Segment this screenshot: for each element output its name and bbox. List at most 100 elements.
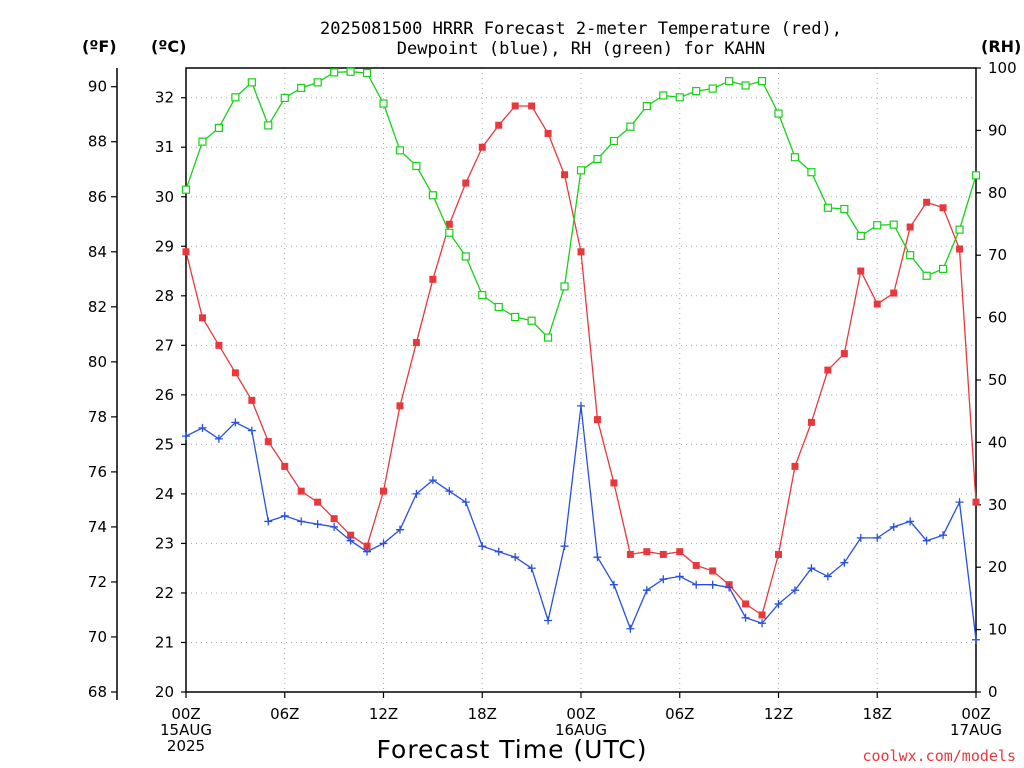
- series-temperature: [182, 102, 980, 619]
- dewpoint-point: [873, 533, 882, 542]
- rh-point: [346, 67, 355, 76]
- dewpoint-point: [198, 423, 207, 432]
- rh-point: [955, 225, 964, 234]
- fahrenheit-tick-label: 80: [88, 353, 107, 371]
- dewpoint-point: [544, 616, 553, 625]
- celsius-tick-label: 21: [155, 633, 174, 651]
- rh-tick-label: 30: [988, 496, 1007, 514]
- rh-tick-label: 100: [988, 59, 1017, 77]
- rh-tick-label: 10: [988, 621, 1007, 639]
- temperature-point: [248, 396, 256, 404]
- dewpoint-line: [185, 405, 977, 640]
- dewpoint-point: [708, 580, 717, 589]
- celsius-tick-label: 31: [155, 138, 174, 156]
- temperature-point: [511, 102, 519, 110]
- rh-point: [198, 137, 207, 146]
- temperature-point: [396, 402, 404, 410]
- dewpoint-point: [478, 542, 487, 551]
- x-tick-label: 12Z: [369, 705, 398, 723]
- temperature-point: [610, 479, 618, 487]
- rh-point: [313, 78, 322, 87]
- dewpoint-point: [642, 586, 651, 595]
- rh-point: [362, 68, 372, 78]
- temperature-point: [528, 102, 536, 110]
- dewpoint-point: [790, 586, 799, 595]
- temperature-point: [807, 418, 815, 426]
- celsius-tick-label: 22: [155, 584, 174, 602]
- temperature-point: [445, 220, 453, 228]
- celsius-tick-label: 26: [155, 386, 174, 404]
- fahrenheit-tick-label: 86: [88, 188, 107, 206]
- celsius-tick-label: 24: [155, 485, 174, 503]
- temperature-point: [775, 550, 782, 558]
- rh-point: [873, 221, 882, 230]
- rh-tick-label: 50: [988, 371, 1007, 389]
- rh-point: [214, 123, 224, 133]
- x-tick-label: 18Z: [468, 705, 497, 723]
- dewpoint-point: [609, 580, 618, 589]
- temperature-point: [643, 548, 651, 556]
- temperature-point: [281, 462, 289, 470]
- temperature-point: [462, 179, 470, 187]
- fahrenheit-tick-label: 82: [88, 298, 107, 316]
- dewpoint-point: [346, 536, 355, 545]
- x-tick-label: 17AUG: [950, 721, 1002, 739]
- temperature-point: [709, 567, 717, 575]
- x-tick-label: 12Z: [764, 705, 793, 723]
- celsius-tick-label: 25: [155, 435, 174, 453]
- axes: 68 70 72 74 76 78 80 82 84 86 88 90 20 21 22 23 24 25 26 27…: [88, 59, 1017, 755]
- dewpoint-point: [774, 599, 783, 608]
- x-tick-label: 06Z: [270, 705, 299, 723]
- dewpoint-point: [494, 547, 503, 556]
- temperature-point: [890, 289, 898, 297]
- dewpoint-point: [313, 520, 322, 529]
- dewpoint-point: [675, 572, 684, 581]
- temperature-point: [380, 487, 387, 495]
- celsius-tick-label: 29: [155, 237, 174, 255]
- fahrenheit-tick-label: 74: [88, 518, 107, 536]
- dewpoint-point: [395, 525, 404, 534]
- temperature-point: [297, 487, 305, 495]
- rh-point: [626, 122, 635, 131]
- rh-point: [675, 93, 684, 102]
- temperature-point: [857, 267, 865, 275]
- dewpoint-point: [461, 498, 470, 507]
- dewpoint-point: [840, 558, 849, 567]
- dewpoint-point: [939, 531, 948, 540]
- temperature-point: [593, 416, 601, 424]
- rh-point: [790, 153, 800, 162]
- rh-point: [445, 228, 454, 237]
- temperature-point: [873, 300, 881, 308]
- rh-point: [264, 121, 273, 130]
- chart-title-line1: 2025081500 HRRR Forecast 2-meter Tempera…: [320, 19, 842, 39]
- dewpoint-point: [972, 635, 980, 644]
- fahrenheit-tick-label: 68: [88, 683, 107, 701]
- rh-point: [412, 161, 421, 171]
- rh-point: [543, 333, 553, 342]
- rh-point: [560, 282, 569, 291]
- temperature-point: [676, 548, 684, 556]
- temperature-point: [758, 611, 766, 619]
- fahrenheit-unit-label: (ºF): [82, 37, 117, 56]
- temperature-point: [840, 350, 848, 358]
- temperature-point: [215, 341, 223, 349]
- temperature-point: [264, 438, 272, 446]
- x-tick-label: 00Z: [566, 705, 595, 723]
- dewpoint-point: [379, 539, 388, 548]
- temperature-point: [923, 198, 931, 206]
- temperature-point: [429, 275, 437, 283]
- dewpoint-point: [741, 613, 750, 622]
- rh-point: [774, 109, 783, 118]
- temperature-point: [198, 314, 206, 322]
- temperature-point: [544, 129, 552, 137]
- temperature-point: [659, 550, 667, 558]
- temperature-point: [330, 515, 338, 523]
- dewpoint-point: [231, 418, 240, 427]
- dewpoint-point: [527, 564, 536, 573]
- rh-point: [494, 302, 503, 312]
- rh-point: [807, 168, 816, 177]
- chart-title-line2: Dewpoint (blue), RH (green) for KAHN: [397, 39, 765, 59]
- rh-point: [330, 68, 339, 77]
- dewpoint-point: [247, 426, 256, 435]
